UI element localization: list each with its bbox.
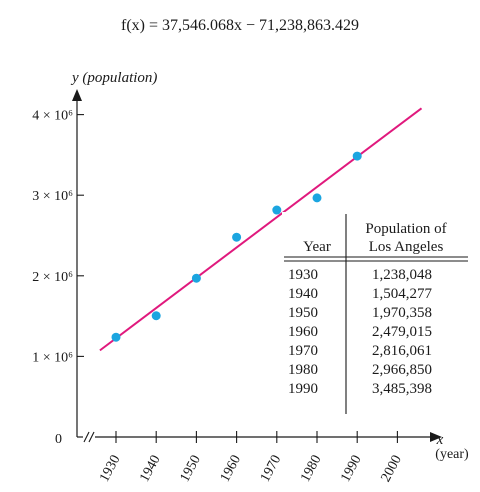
x-tick-label: 2000 [379, 453, 405, 485]
table-cell-population: 2,816,061 [372, 343, 432, 359]
x-tick-label: 1980 [298, 453, 324, 485]
table-cell-year: 1960 [288, 324, 318, 340]
table-cell-population: 1,504,277 [372, 286, 433, 302]
x-tick-label: 1950 [178, 453, 204, 485]
y-tick-label: 2 × 10⁶ [32, 270, 73, 285]
table-cell-year: 1940 [288, 286, 318, 302]
y-axis-arrow [72, 89, 82, 101]
data-point [111, 332, 121, 342]
data-point [191, 273, 201, 283]
table-cell-population: 3,485,398 [372, 381, 432, 397]
data-point [151, 311, 161, 321]
table-cell-year: 1930 [288, 267, 318, 283]
table-cell-year: 1950 [288, 305, 318, 321]
table-header-population: Los Angeles [369, 239, 444, 255]
table-header-year: Year [303, 239, 331, 255]
x-tick-label: 1990 [338, 453, 364, 485]
y-tick-label: 4 × 10⁶ [32, 109, 73, 124]
table-background [282, 212, 472, 417]
data-points [111, 151, 362, 342]
data-table: Year Population of Los Angeles 1930 1,238,04… [282, 212, 472, 417]
x-tick-label: 1970 [258, 453, 284, 485]
y-tick-label: 1 × 10⁶ [32, 350, 73, 365]
x-axis-unit: (year) [435, 447, 469, 462]
table-cell-population: 1,970,358 [372, 305, 432, 321]
x-tick-label: 1930 [97, 453, 123, 485]
table-cell-year: 1990 [288, 381, 318, 397]
table-header-population: Population of [365, 221, 446, 237]
x-axis-arrow [430, 432, 442, 442]
table-cell-year: 1980 [288, 362, 318, 378]
x-axis-variable: x [436, 432, 444, 448]
table-cell-population: 1,238,048 [372, 267, 432, 283]
regression-line [99, 107, 423, 352]
axis-break-mark [83, 431, 90, 443]
axis-break-mark [88, 431, 95, 443]
chart-title: f(x) = 37,546.068x − 71,238,863.429 [121, 17, 359, 34]
x-tick-label: 1940 [137, 453, 163, 485]
table-cell-population: 2,479,015 [372, 324, 432, 340]
fit-line-group [99, 107, 423, 352]
y-axis-label: y (population) [70, 70, 157, 86]
data-point [352, 151, 362, 161]
y-tick-label: 3 × 10⁶ [32, 189, 73, 204]
data-point [312, 193, 322, 203]
data-point [272, 205, 282, 215]
table-cell-year: 1970 [288, 343, 318, 359]
table-cell-population: 2,966,850 [372, 362, 432, 378]
origin-label: 0 [55, 432, 62, 447]
x-tick-label: 1960 [218, 453, 244, 485]
data-point [232, 232, 242, 242]
